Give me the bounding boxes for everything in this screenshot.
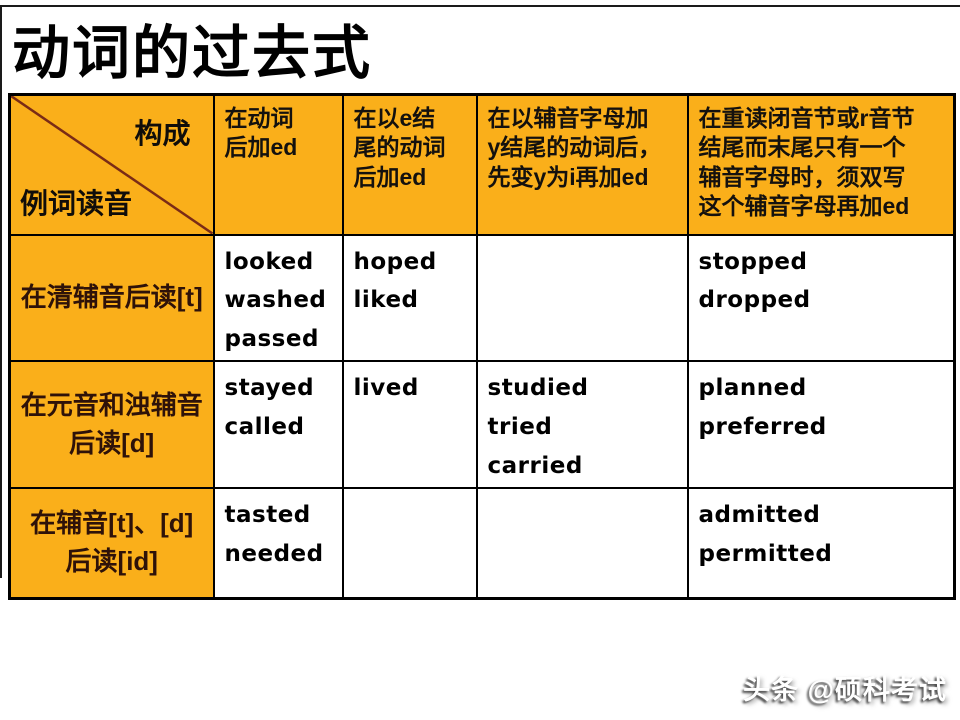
col-header-add-ed: 在动词 后加ed bbox=[212, 93, 344, 236]
table-row-t-sound: 在清辅音后读[t] looked washed passed hoped lik… bbox=[8, 233, 956, 363]
cell-r3c2 bbox=[341, 487, 478, 600]
cell-r2c1: stayed called bbox=[212, 360, 344, 490]
header-row: 构成 例词读音 在动词 后加ed 在以e结 尾的动词 后加ed 在以辅音字母加 … bbox=[8, 93, 956, 236]
cell-r1c1: looked washed passed bbox=[212, 233, 344, 363]
col-header-y-ending: 在以辅音字母加 y结尾的动词后， 先变y为i再加ed bbox=[475, 93, 689, 236]
cell-r3c4: admitted permitted bbox=[686, 487, 956, 600]
cell-r3c1: tasted needed bbox=[212, 487, 344, 600]
cell-r1c4: stopped dropped bbox=[686, 233, 956, 363]
cell-r2c2: lived bbox=[341, 360, 478, 490]
watermark: 头条 @硕科考试 bbox=[743, 675, 947, 705]
cell-r1c3 bbox=[475, 233, 689, 363]
top-border-line bbox=[0, 5, 960, 7]
left-border-line bbox=[0, 5, 2, 578]
diagonal-line bbox=[11, 96, 213, 234]
cell-r3c3 bbox=[475, 487, 689, 600]
corner-header-cell: 构成 例词读音 bbox=[8, 93, 215, 236]
table-row-d-sound: 在元音和浊辅音 后读[d] stayed called lived studie… bbox=[8, 360, 956, 490]
col-header-double-consonant: 在重读闭音节或r音节 结尾而末尾只有一个 辅音字母时，须双写 这个辅音字母再加e… bbox=[686, 93, 956, 236]
corner-label-structure: 构成 bbox=[134, 118, 191, 149]
page-title: 动词的过去式 bbox=[12, 21, 373, 86]
cell-r2c3: studied tried carried bbox=[475, 360, 689, 490]
row-label-t-sound: 在清辅音后读[t] bbox=[8, 233, 215, 363]
table-row-id-sound: 在辅音[t]、[d] 后读[id] tasted needed admitted… bbox=[8, 487, 956, 600]
corner-label-pronunciation: 例词读音 bbox=[20, 187, 133, 219]
row-label-d-sound: 在元音和浊辅音 后读[d] bbox=[8, 360, 215, 490]
cell-r2c4: planned preferred bbox=[686, 360, 956, 490]
cell-r1c2: hoped liked bbox=[341, 233, 478, 363]
row-label-id-sound: 在辅音[t]、[d] 后读[id] bbox=[8, 487, 215, 600]
col-header-e-ending: 在以e结 尾的动词 后加ed bbox=[341, 93, 478, 236]
verb-past-tense-table: 构成 例词读音 在动词 后加ed 在以e结 尾的动词 后加ed 在以辅音字母加 … bbox=[8, 93, 956, 600]
